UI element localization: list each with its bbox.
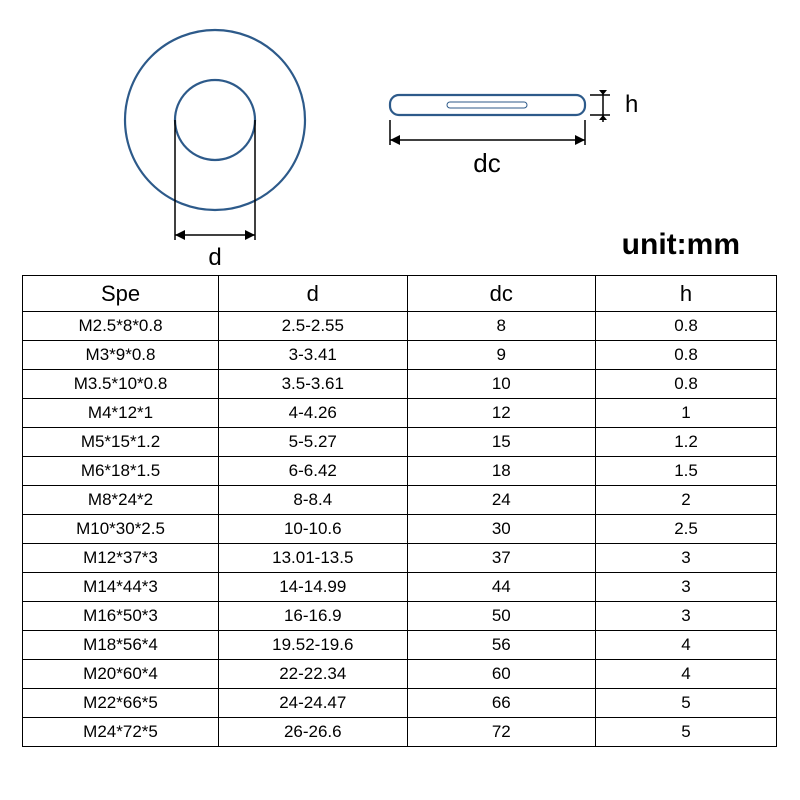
table-cell: 16-16.9: [219, 602, 408, 631]
table-cell: 1.2: [596, 428, 777, 457]
table-row: M24*72*526-26.6725: [23, 718, 777, 747]
table-cell: 30: [407, 515, 596, 544]
diagram-area: d h dc unit:mm: [0, 0, 800, 275]
outer-circle: [125, 30, 305, 210]
table-cell: 4: [596, 631, 777, 660]
table-cell: 5-5.27: [219, 428, 408, 457]
washer-side-view: h dc: [385, 90, 685, 220]
table-cell: 0.8: [596, 312, 777, 341]
table-cell: 50: [407, 602, 596, 631]
table-row: M20*60*422-22.34604: [23, 660, 777, 689]
table-row: M18*56*419.52-19.6564: [23, 631, 777, 660]
table-row: M16*50*316-16.9503: [23, 602, 777, 631]
table-cell: 5: [596, 689, 777, 718]
table-row: M22*66*524-24.47665: [23, 689, 777, 718]
table-cell: M22*66*5: [23, 689, 219, 718]
table-cell: M3*9*0.8: [23, 341, 219, 370]
table-cell: 72: [407, 718, 596, 747]
spec-table: Spe d dc h M2.5*8*0.82.5-2.5580.8M3*9*0.…: [22, 275, 777, 747]
table-row: M4*12*14-4.26121: [23, 399, 777, 428]
table-cell: 66: [407, 689, 596, 718]
table-cell: M6*18*1.5: [23, 457, 219, 486]
table-cell: 24-24.47: [219, 689, 408, 718]
table-cell: M2.5*8*0.8: [23, 312, 219, 341]
table-row: M8*24*28-8.4242: [23, 486, 777, 515]
table-cell: M20*60*4: [23, 660, 219, 689]
table-cell: 3: [596, 573, 777, 602]
table-cell: 56: [407, 631, 596, 660]
table-body: M2.5*8*0.82.5-2.5580.8M3*9*0.83-3.4190.8…: [23, 312, 777, 747]
table-cell: M10*30*2.5: [23, 515, 219, 544]
table-cell: 2: [596, 486, 777, 515]
label-h: h: [625, 91, 638, 118]
table-cell: 18: [407, 457, 596, 486]
table-row: M6*18*1.56-6.42181.5: [23, 457, 777, 486]
table-cell: 37: [407, 544, 596, 573]
table-row: M14*44*314-14.99443: [23, 573, 777, 602]
table-cell: 9: [407, 341, 596, 370]
table-cell: 6-6.42: [219, 457, 408, 486]
inner-circle: [175, 80, 255, 160]
table-cell: 10: [407, 370, 596, 399]
table-cell: 24: [407, 486, 596, 515]
table-cell: M16*50*3: [23, 602, 219, 631]
table-row: M12*37*313.01-13.5373: [23, 544, 777, 573]
dimension-d: [175, 120, 255, 240]
dimension-h: [590, 90, 610, 122]
col-header-dc: dc: [407, 276, 596, 312]
table-cell: M3.5*10*0.8: [23, 370, 219, 399]
table-cell: 4-4.26: [219, 399, 408, 428]
table-row: M3.5*10*0.83.5-3.61100.8: [23, 370, 777, 399]
table-cell: 3: [596, 544, 777, 573]
table-row: M5*15*1.25-5.27151.2: [23, 428, 777, 457]
table-cell: 22-22.34: [219, 660, 408, 689]
washer-top-view: d: [115, 25, 315, 285]
table-cell: 1.5: [596, 457, 777, 486]
table-cell: 0.8: [596, 341, 777, 370]
table-cell: 10-10.6: [219, 515, 408, 544]
table-cell: 3-3.41: [219, 341, 408, 370]
table-cell: 19.52-19.6: [219, 631, 408, 660]
side-inner-line: [447, 102, 527, 108]
table-cell: 13.01-13.5: [219, 544, 408, 573]
dimension-dc: [390, 120, 585, 145]
table-cell: 14-14.99: [219, 573, 408, 602]
table-cell: 3.5-3.61: [219, 370, 408, 399]
table-cell: M14*44*3: [23, 573, 219, 602]
table-cell: M5*15*1.2: [23, 428, 219, 457]
table-cell: 60: [407, 660, 596, 689]
table-row: M3*9*0.83-3.4190.8: [23, 341, 777, 370]
table-cell: M8*24*2: [23, 486, 219, 515]
table-cell: 2.5-2.55: [219, 312, 408, 341]
table-cell: 0.8: [596, 370, 777, 399]
table-cell: 26-26.6: [219, 718, 408, 747]
table-cell: 1: [596, 399, 777, 428]
table-cell: 44: [407, 573, 596, 602]
table-row: M10*30*2.510-10.6302.5: [23, 515, 777, 544]
table-row: M2.5*8*0.82.5-2.5580.8: [23, 312, 777, 341]
table-cell: M4*12*1: [23, 399, 219, 428]
label-dc: dc: [473, 148, 500, 178]
table-cell: 8: [407, 312, 596, 341]
table-cell: 8-8.4: [219, 486, 408, 515]
table-cell: 5: [596, 718, 777, 747]
label-d: d: [208, 244, 221, 271]
table-cell: M12*37*3: [23, 544, 219, 573]
col-header-h: h: [596, 276, 777, 312]
side-outline: [390, 95, 585, 115]
table-cell: 15: [407, 428, 596, 457]
table-cell: 4: [596, 660, 777, 689]
table-cell: M24*72*5: [23, 718, 219, 747]
unit-label: unit:mm: [622, 228, 740, 262]
table-cell: M18*56*4: [23, 631, 219, 660]
table-cell: 12: [407, 399, 596, 428]
table-cell: 3: [596, 602, 777, 631]
table-cell: 2.5: [596, 515, 777, 544]
